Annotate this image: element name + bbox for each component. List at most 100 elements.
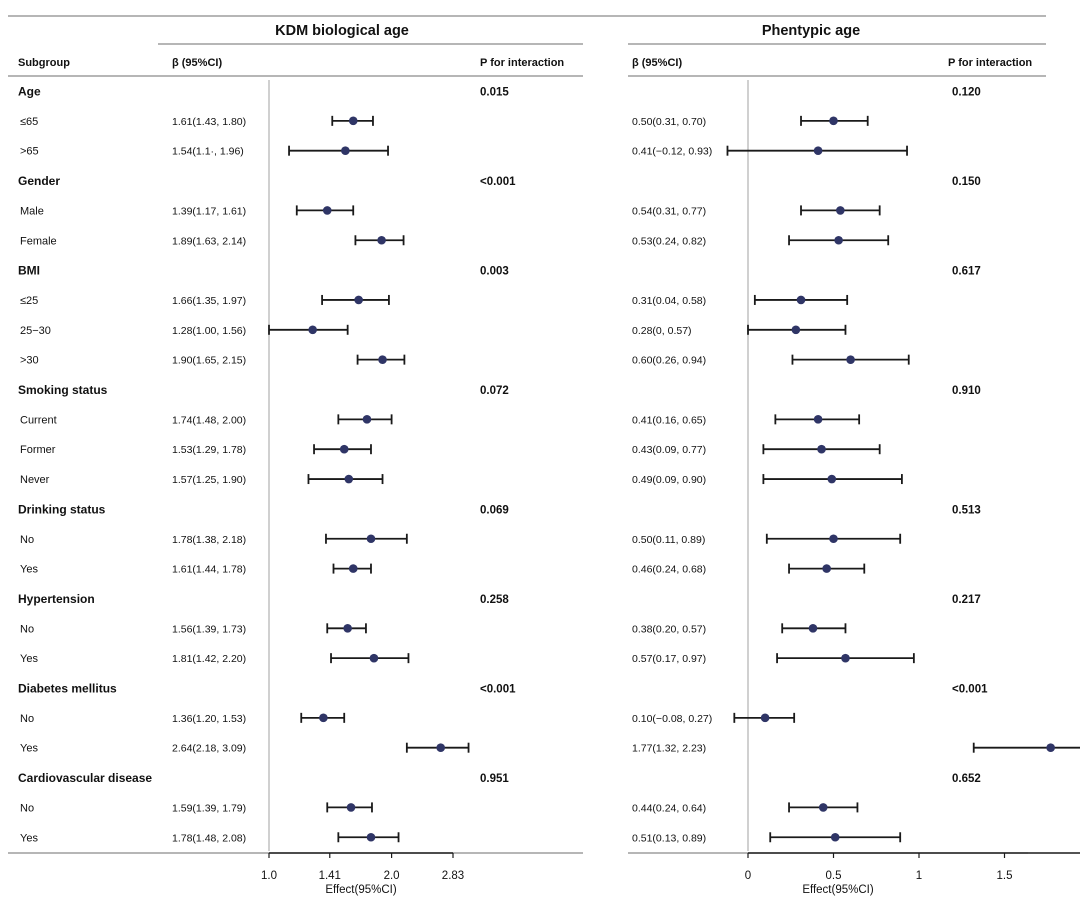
pheno-p-value: 0.910 bbox=[952, 385, 981, 397]
pheno-point-estimate bbox=[827, 474, 837, 484]
pheno-p-value: 0.217 bbox=[952, 594, 981, 606]
pheno-beta-column-header: β (95%CI) bbox=[632, 57, 682, 69]
kdm-estimate-text: 1.78(1.48, 2.08) bbox=[172, 832, 246, 844]
pheno-point-estimate bbox=[822, 564, 831, 573]
kdm-estimate-text: 1.56(1.39, 1.73) bbox=[172, 623, 246, 635]
kdm-point-estimate bbox=[308, 325, 317, 335]
pheno-estimate-text: 0.31(0.04, 0.58) bbox=[632, 295, 706, 307]
subgroup-label: Never bbox=[20, 474, 50, 486]
pheno-x-tick-label: 1.5 bbox=[997, 870, 1013, 882]
pheno-estimate-text: 0.10(−0.08, 0.27) bbox=[632, 713, 712, 725]
pheno-point-estimate bbox=[808, 624, 818, 633]
kdm-point-estimate bbox=[343, 624, 352, 633]
kdm-point-estimate bbox=[377, 235, 386, 245]
subgroup-heading: Drinking status bbox=[18, 502, 106, 516]
pheno-estimate-text: 0.41(−0.12, 0.93) bbox=[632, 146, 712, 158]
kdm-x-tick-label: 1.0 bbox=[261, 870, 277, 882]
kdm-p-value: <0.001 bbox=[480, 176, 516, 188]
kdm-estimate-text: 1.57(1.25, 1.90) bbox=[172, 474, 246, 486]
subgroup-label: Yes bbox=[20, 653, 38, 665]
pheno-estimate-text: 0.50(0.31, 0.70) bbox=[632, 116, 706, 128]
kdm-x-tick-label: 2.0 bbox=[384, 870, 400, 882]
pheno-point-estimate bbox=[1046, 743, 1055, 752]
kdm-point-estimate bbox=[344, 474, 354, 484]
subgroup-label: No bbox=[20, 713, 34, 725]
subgroup-heading: Cardiovascular disease bbox=[18, 771, 152, 785]
subgroup-heading: Gender bbox=[18, 174, 60, 188]
kdm-point-estimate bbox=[354, 295, 363, 305]
pheno-x-tick-label: 0 bbox=[745, 870, 751, 882]
pheno-p-value: 0.120 bbox=[952, 87, 981, 99]
subgroup-label: >65 bbox=[20, 146, 39, 158]
kdm-estimate-text: 1.54(1.1·, 1.96) bbox=[172, 146, 244, 158]
pheno-x-tick-label: 1 bbox=[916, 870, 922, 882]
pheno-point-estimate bbox=[836, 206, 845, 215]
kdm-estimate-text: 2.64(2.18, 3.09) bbox=[172, 743, 246, 755]
kdm-estimate-text: 1.61(1.43, 1.80) bbox=[172, 116, 246, 128]
kdm-estimate-text: 1.90(1.65, 2.15) bbox=[172, 355, 246, 367]
pheno-estimate-text: 0.46(0.24, 0.68) bbox=[632, 564, 706, 576]
kdm-point-estimate bbox=[319, 713, 328, 723]
kdm-estimate-text: 1.78(1.38, 2.18) bbox=[172, 534, 246, 546]
kdm-point-estimate bbox=[366, 534, 376, 544]
pheno-panel-title: Phentypic age bbox=[762, 23, 860, 39]
kdm-point-estimate bbox=[346, 803, 356, 812]
subgroup-label: Current bbox=[20, 414, 57, 426]
kdm-estimate-text: 1.74(1.48, 2.00) bbox=[172, 414, 246, 426]
kdm-estimate-text: 1.61(1.44, 1.78) bbox=[172, 564, 246, 576]
kdm-estimate-text: 1.59(1.39, 1.79) bbox=[172, 802, 246, 814]
pheno-estimate-text: 0.49(0.09, 0.90) bbox=[632, 474, 706, 486]
pheno-point-estimate bbox=[796, 295, 806, 305]
pheno-x-axis-label: Effect(95%CI) bbox=[802, 884, 874, 896]
subgroup-label: No bbox=[20, 802, 34, 814]
subgroup-label: No bbox=[20, 623, 34, 635]
kdm-x-tick-label: 2.83 bbox=[442, 870, 464, 882]
kdm-x-tick-label: 1.41 bbox=[319, 870, 341, 882]
pheno-estimate-text: 0.41(0.16, 0.65) bbox=[632, 414, 706, 426]
pheno-estimate-text: 0.44(0.24, 0.64) bbox=[632, 802, 706, 814]
kdm-estimate-text: 1.28(1.00, 1.56) bbox=[172, 325, 246, 337]
kdm-point-estimate bbox=[436, 743, 446, 752]
pheno-point-estimate bbox=[841, 653, 850, 663]
kdm-p-value: 0.072 bbox=[480, 385, 509, 397]
pheno-point-estimate bbox=[829, 116, 838, 126]
kdm-point-estimate bbox=[348, 116, 358, 126]
pheno-point-estimate bbox=[829, 534, 838, 544]
pheno-estimate-text: 0.38(0.20, 0.57) bbox=[632, 623, 706, 635]
kdm-p-value: 0.069 bbox=[480, 504, 509, 516]
pheno-x-tick-label: 0.5 bbox=[826, 870, 842, 882]
subgroup-label: Yes bbox=[20, 743, 38, 755]
kdm-point-estimate bbox=[362, 415, 372, 424]
pheno-p-value: 0.617 bbox=[952, 266, 981, 278]
kdm-estimate-text: 1.89(1.63, 2.14) bbox=[172, 235, 246, 247]
subgroup-label: Yes bbox=[20, 832, 38, 844]
kdm-p-value: 0.258 bbox=[480, 594, 509, 606]
pheno-point-estimate bbox=[818, 803, 828, 812]
pheno-point-estimate bbox=[830, 832, 840, 842]
pheno-p-value: 0.652 bbox=[952, 773, 981, 785]
pheno-p-value: 0.513 bbox=[952, 504, 981, 516]
pheno-estimate-text: 1.77(1.32, 2.23) bbox=[632, 743, 706, 755]
subgroup-heading: Smoking status bbox=[18, 383, 108, 397]
subgroup-label: No bbox=[20, 534, 34, 546]
kdm-estimate-text: 1.39(1.17, 1.61) bbox=[172, 205, 246, 217]
pheno-point-estimate bbox=[846, 355, 855, 364]
kdm-p-column-header: P for interaction bbox=[480, 57, 564, 69]
subgroup-heading: Diabetes mellitus bbox=[18, 682, 117, 696]
pheno-estimate-text: 0.60(0.26, 0.94) bbox=[632, 355, 706, 367]
kdm-point-estimate bbox=[369, 653, 379, 663]
kdm-panel-title: KDM biological age bbox=[275, 23, 409, 39]
kdm-x-axis-label: Effect(95%CI) bbox=[325, 884, 397, 896]
kdm-point-estimate bbox=[378, 355, 387, 364]
pheno-p-value: 0.150 bbox=[952, 176, 981, 188]
pheno-estimate-text: 0.50(0.11, 0.89) bbox=[632, 534, 705, 546]
pheno-estimate-text: 0.57(0.17, 0.97) bbox=[632, 653, 706, 665]
subgroup-heading: Hypertension bbox=[18, 592, 95, 606]
kdm-point-estimate bbox=[366, 832, 376, 842]
kdm-beta-column-header: β (95%CI) bbox=[172, 57, 222, 69]
subgroup-label: Male bbox=[20, 205, 44, 217]
kdm-p-value: 0.003 bbox=[480, 266, 509, 278]
kdm-estimate-text: 1.66(1.35, 1.97) bbox=[172, 295, 246, 307]
kdm-estimate-text: 1.53(1.29, 1.78) bbox=[172, 444, 246, 456]
